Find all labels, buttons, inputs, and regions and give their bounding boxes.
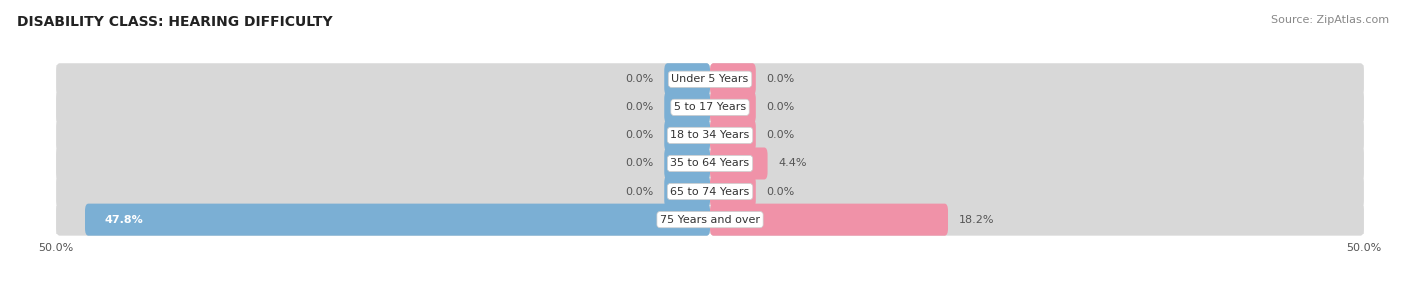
FancyBboxPatch shape [710, 119, 756, 151]
Text: 5 to 17 Years: 5 to 17 Years [673, 102, 747, 112]
FancyBboxPatch shape [56, 148, 710, 180]
Text: 0.0%: 0.0% [626, 187, 654, 196]
Text: 35 to 64 Years: 35 to 64 Years [671, 159, 749, 168]
Bar [56, 65, 1364, 93]
FancyBboxPatch shape [664, 119, 710, 151]
FancyBboxPatch shape [710, 91, 756, 123]
FancyBboxPatch shape [664, 148, 710, 180]
Text: 75 Years and over: 75 Years and over [659, 215, 761, 225]
FancyBboxPatch shape [710, 119, 1364, 151]
Text: 0.0%: 0.0% [766, 131, 794, 140]
Text: Under 5 Years: Under 5 Years [672, 74, 748, 84]
FancyBboxPatch shape [56, 119, 710, 151]
FancyBboxPatch shape [710, 148, 768, 180]
Text: 0.0%: 0.0% [626, 74, 654, 84]
Text: 0.0%: 0.0% [626, 159, 654, 168]
FancyBboxPatch shape [710, 148, 1364, 180]
Text: 47.8%: 47.8% [104, 215, 143, 225]
FancyBboxPatch shape [710, 176, 1364, 208]
Bar [56, 121, 1364, 149]
Text: 4.4%: 4.4% [778, 159, 807, 168]
Legend: Male, Female: Male, Female [645, 302, 775, 305]
FancyBboxPatch shape [710, 204, 948, 236]
FancyBboxPatch shape [710, 176, 756, 208]
FancyBboxPatch shape [710, 91, 1364, 123]
Text: 0.0%: 0.0% [766, 74, 794, 84]
FancyBboxPatch shape [84, 204, 710, 236]
FancyBboxPatch shape [664, 63, 710, 95]
Bar [56, 178, 1364, 206]
Bar [56, 93, 1364, 121]
FancyBboxPatch shape [710, 63, 756, 95]
FancyBboxPatch shape [710, 204, 1364, 236]
FancyBboxPatch shape [664, 176, 710, 208]
Text: DISABILITY CLASS: HEARING DIFFICULTY: DISABILITY CLASS: HEARING DIFFICULTY [17, 15, 332, 29]
Bar [56, 149, 1364, 178]
Bar [56, 206, 1364, 234]
Text: Source: ZipAtlas.com: Source: ZipAtlas.com [1271, 15, 1389, 25]
FancyBboxPatch shape [56, 176, 710, 208]
Text: 0.0%: 0.0% [766, 187, 794, 196]
FancyBboxPatch shape [56, 204, 710, 236]
Text: 0.0%: 0.0% [626, 102, 654, 112]
Text: 18.2%: 18.2% [959, 215, 994, 225]
Text: 0.0%: 0.0% [766, 102, 794, 112]
FancyBboxPatch shape [664, 91, 710, 123]
FancyBboxPatch shape [710, 63, 1364, 95]
FancyBboxPatch shape [56, 91, 710, 123]
FancyBboxPatch shape [56, 63, 710, 95]
Text: 18 to 34 Years: 18 to 34 Years [671, 131, 749, 140]
Text: 0.0%: 0.0% [626, 131, 654, 140]
Text: 65 to 74 Years: 65 to 74 Years [671, 187, 749, 196]
